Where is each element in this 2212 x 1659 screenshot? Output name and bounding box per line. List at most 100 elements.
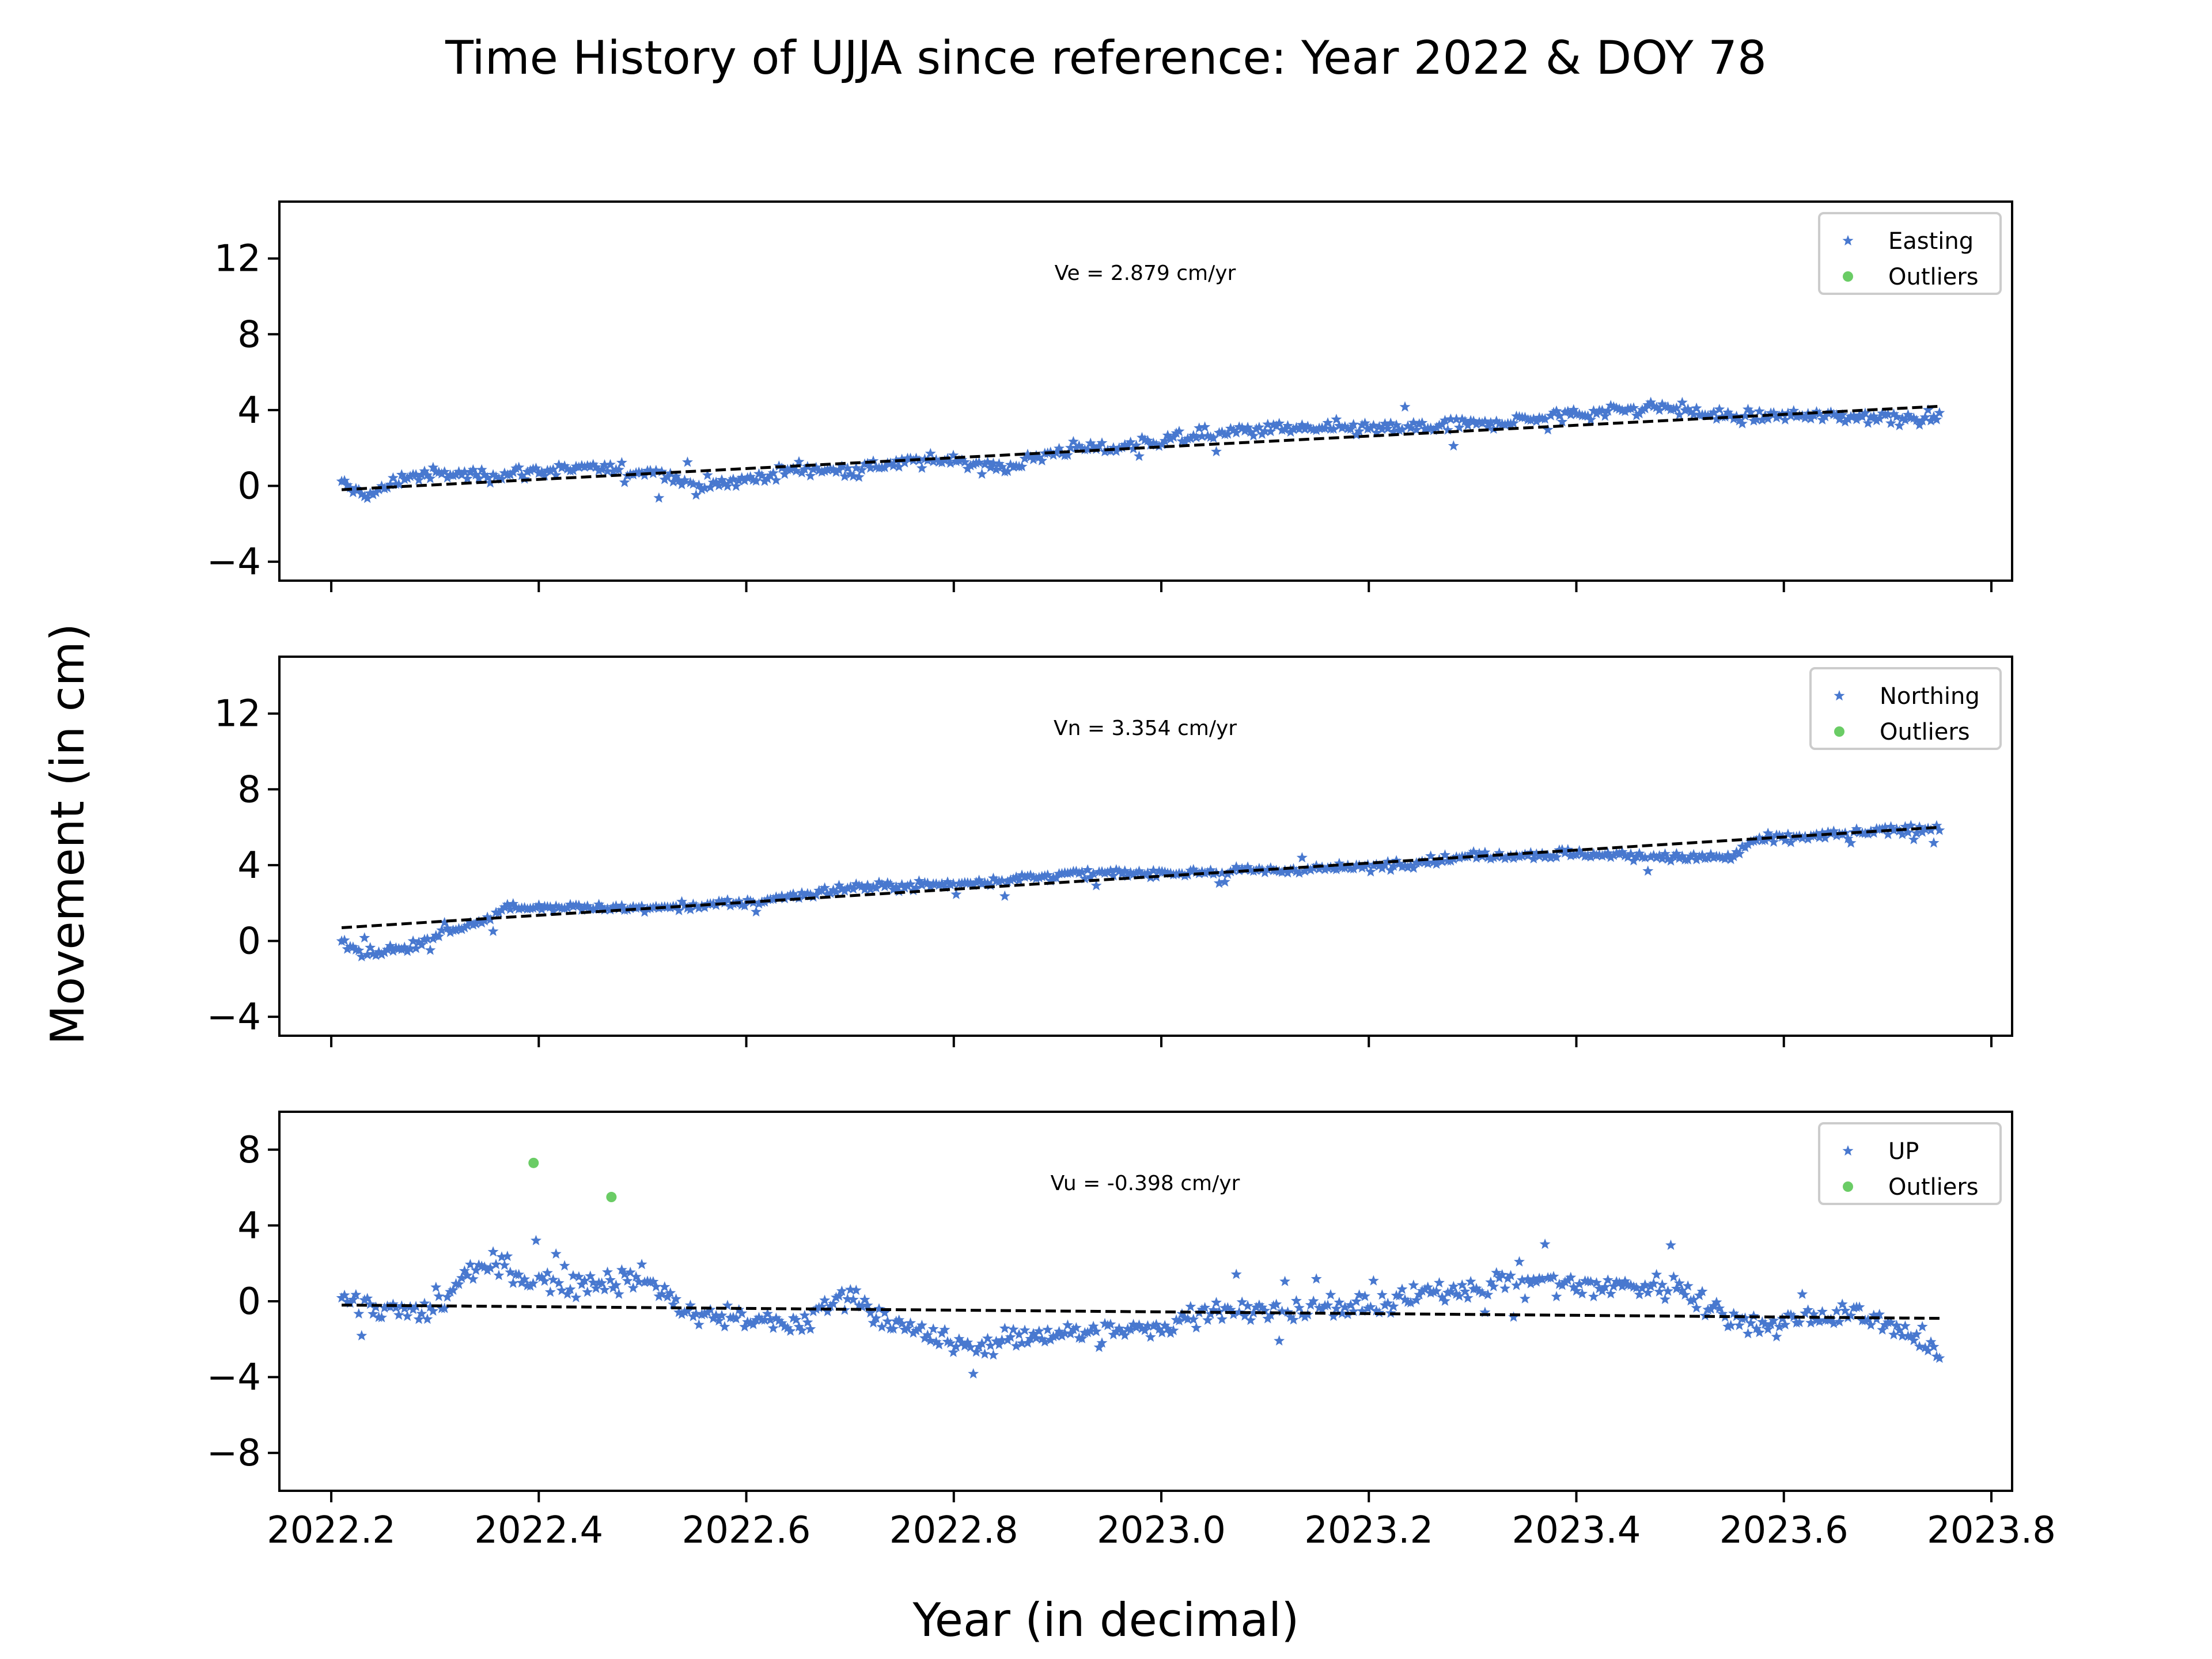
northing-point [482, 911, 493, 922]
up-point [899, 1324, 911, 1335]
up-point [1888, 1329, 1899, 1340]
easting-point [1676, 396, 1688, 407]
northing-point [822, 888, 834, 899]
up-point [702, 1306, 713, 1317]
up-point [1797, 1288, 1808, 1299]
easting-point [1442, 424, 1453, 435]
easting-point [510, 463, 522, 474]
up-point [1908, 1335, 1919, 1346]
up-trend-line [342, 1304, 1940, 1320]
northing-point [1556, 844, 1568, 855]
northing-point [1202, 866, 1214, 877]
x-tick-label: 2022.6 [682, 1509, 811, 1552]
northing-point [342, 943, 353, 954]
easting-point [516, 469, 528, 480]
easting-point [1839, 416, 1851, 427]
up-point [1271, 1298, 1282, 1309]
easting-point [1145, 439, 1156, 450]
up-point [773, 1315, 785, 1325]
northing-point [1642, 865, 1654, 876]
easting-point [1637, 404, 1648, 415]
up-point [1230, 1268, 1242, 1279]
northing-point [1705, 849, 1717, 859]
easting-point [1874, 412, 1885, 423]
easting-point [733, 475, 745, 486]
northing-point [865, 883, 876, 894]
northing-point [1753, 832, 1765, 843]
up-point [1836, 1298, 1848, 1309]
northing-point [1088, 868, 1099, 878]
up-point [422, 1313, 433, 1324]
easting-point [1599, 410, 1611, 421]
easting-point [1302, 421, 1313, 431]
up-point [699, 1308, 710, 1319]
northing-point [1551, 851, 1562, 862]
up-point [1488, 1281, 1499, 1291]
up-point [905, 1317, 916, 1328]
up-point [1039, 1336, 1051, 1347]
up-point [1002, 1334, 1013, 1345]
easting-point [1459, 415, 1471, 426]
easting-point [1076, 442, 1088, 453]
up-point [713, 1315, 725, 1326]
easting-y-tick-label: 0 [237, 465, 261, 508]
northing-point [1539, 851, 1551, 862]
easting-point [767, 467, 779, 478]
up-point [430, 1281, 442, 1292]
northing-point [1925, 824, 1937, 835]
easting-point [453, 466, 464, 477]
northing-point [948, 878, 959, 889]
northing-point [1602, 847, 1613, 858]
up-point [1119, 1330, 1131, 1340]
northing-point [725, 900, 736, 911]
up-point [779, 1320, 790, 1331]
northing-point [1262, 863, 1274, 874]
up-point [822, 1305, 834, 1316]
northing-point [1899, 821, 1911, 832]
northing-point [404, 943, 416, 954]
up-point [1456, 1279, 1468, 1290]
easting-point [888, 460, 899, 471]
easting-point [1171, 427, 1182, 438]
up-point [565, 1283, 576, 1294]
northing-point [1908, 834, 1919, 844]
up-point [1528, 1273, 1539, 1284]
up-point [802, 1316, 813, 1327]
up-point [627, 1282, 639, 1293]
easting-point [1811, 406, 1823, 416]
up-point [971, 1346, 982, 1357]
easting-point [842, 463, 853, 474]
easting-point [1216, 426, 1228, 437]
northing-point [1608, 850, 1619, 861]
up-point [782, 1322, 793, 1333]
easting-point [839, 471, 850, 482]
easting-point [1196, 430, 1208, 441]
up-point [1914, 1340, 1925, 1351]
northing-point [885, 878, 896, 889]
northing-point [834, 880, 844, 891]
easting-point [368, 488, 379, 499]
easting-point [1002, 465, 1013, 476]
up-point [553, 1277, 565, 1288]
up-point [796, 1324, 808, 1335]
northing-point [1365, 866, 1376, 877]
northing-point [985, 880, 996, 891]
easting-point [1310, 425, 1322, 435]
easting-point [790, 465, 802, 476]
up-point [1422, 1281, 1434, 1292]
easting-point [1290, 422, 1302, 433]
easting-point [1877, 407, 1888, 418]
easting-point [751, 475, 762, 486]
up-point [1188, 1313, 1199, 1324]
up-point [1145, 1331, 1156, 1342]
northing-point [1599, 849, 1611, 860]
easting-point [1085, 437, 1096, 448]
northing-point [407, 935, 419, 946]
up-point [1562, 1274, 1574, 1285]
up-point [556, 1285, 567, 1296]
northing-legend-outlier-label: Outliers [1880, 719, 1970, 745]
easting-point [588, 459, 599, 469]
up-point [1147, 1320, 1159, 1331]
northing-point [1196, 866, 1208, 877]
easting-point [1191, 431, 1202, 442]
